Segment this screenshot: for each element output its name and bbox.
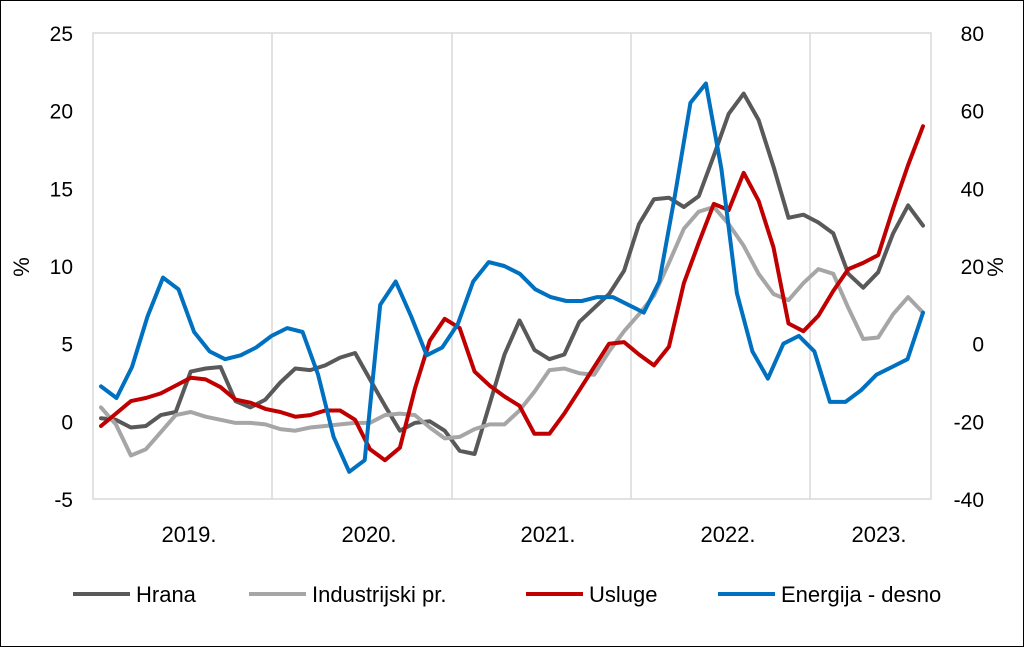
x-axis-ticks: 2019. 2020. 2021. 2022. 2023.: [161, 522, 906, 547]
x-tick-label: 2021.: [520, 522, 575, 547]
right-axis-ticks: -40 -20 0 20 40 60 80: [954, 23, 984, 512]
x-tick-label: 2019.: [161, 522, 216, 547]
legend-label: Industrijski pr.: [312, 582, 447, 607]
series-lines: [99, 81, 925, 474]
legend: Hrana Industrijski pr. Usluge Energija - de…: [73, 582, 941, 607]
left-tick-label: 20: [50, 101, 73, 124]
right-tick-label: -40: [954, 489, 984, 512]
right-tick-label: 80: [961, 23, 984, 46]
right-tick-label: 20: [961, 256, 984, 279]
left-tick-label: 25: [50, 23, 73, 46]
legend-label: Energija - desno: [781, 582, 941, 607]
left-tick-label: 5: [61, 334, 73, 357]
series-line-energija-desno: [99, 81, 925, 474]
right-tick-label: 0: [972, 334, 984, 357]
y-axis-right-label: %: [983, 257, 1008, 277]
legend-label: Hrana: [136, 582, 197, 607]
x-tick-label: 2023.: [851, 522, 906, 547]
left-tick-label: 15: [50, 178, 73, 201]
left-tick-label: -5: [54, 489, 73, 512]
series-line-industrijski-pr: [99, 205, 925, 458]
left-axis-ticks: -5 0 5 10 15 20 25: [50, 23, 73, 512]
series-line-usluge: [99, 124, 925, 463]
right-tick-label: -20: [954, 411, 984, 434]
legend-label: Usluge: [589, 582, 657, 607]
right-tick-label: 60: [961, 101, 984, 124]
x-tick-label: 2020.: [341, 522, 396, 547]
plot-area-frame: [92, 32, 932, 500]
right-tick-label: 40: [961, 178, 984, 201]
y-axis-left-label: %: [9, 257, 34, 277]
x-tick-label: 2022.: [700, 522, 755, 547]
left-tick-label: 10: [50, 256, 73, 279]
left-tick-label: 0: [61, 411, 73, 434]
vertical-gridlines: [271, 33, 811, 499]
